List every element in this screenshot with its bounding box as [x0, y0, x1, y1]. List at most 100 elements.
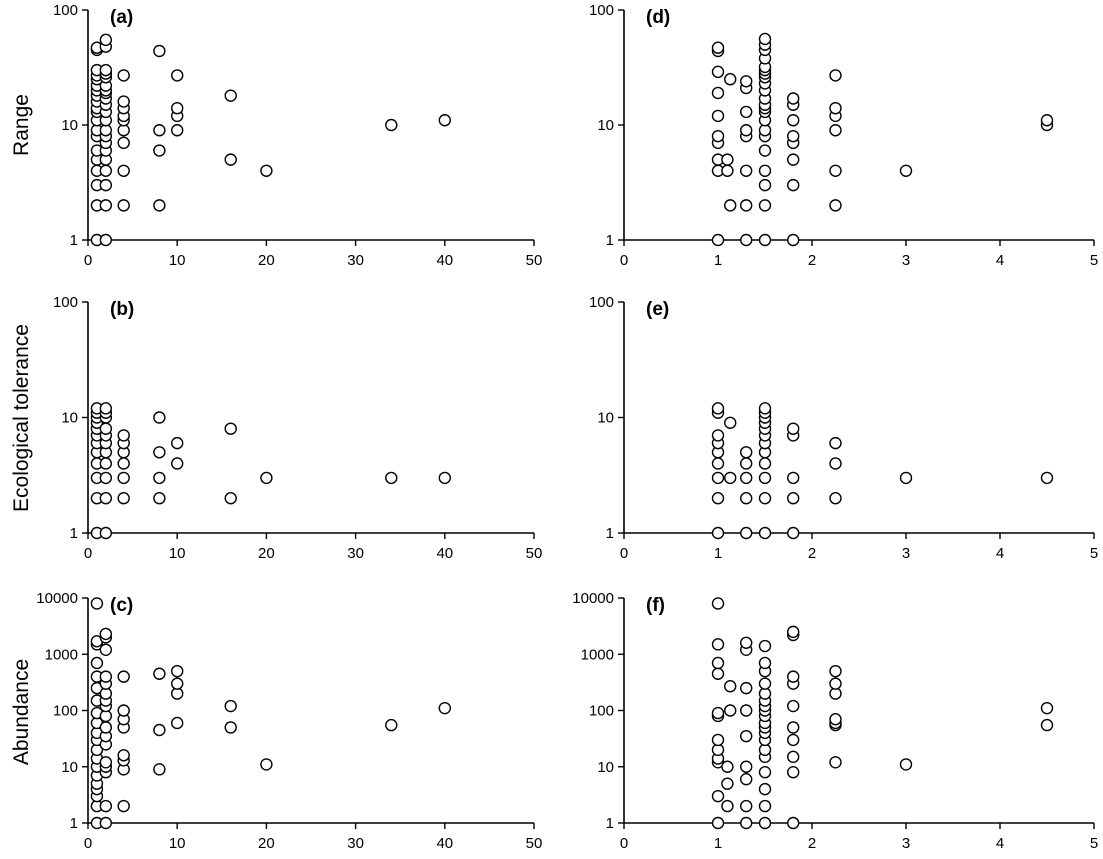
y-tick-label: 1 — [606, 525, 614, 542]
data-point — [117, 799, 130, 813]
data-point — [724, 199, 737, 212]
data-point — [829, 101, 842, 115]
x-tick-label: 20 — [258, 835, 275, 852]
x-tick-label: 40 — [436, 545, 453, 562]
data-point — [711, 638, 725, 651]
data-point — [829, 457, 842, 470]
data-point — [117, 95, 130, 108]
y-tick-label: 100 — [53, 2, 78, 19]
panel-label-f: (f) — [646, 595, 665, 616]
data-point — [99, 756, 113, 769]
data-point — [99, 721, 113, 734]
data-point — [117, 704, 130, 717]
data-point — [829, 664, 842, 678]
data-point — [787, 670, 800, 683]
data-point — [153, 723, 166, 737]
x-tick-label: 10 — [169, 835, 186, 852]
x-tick-label: 5 — [1090, 835, 1098, 852]
data-point — [787, 625, 800, 639]
data-point — [721, 153, 734, 166]
data-point — [170, 716, 184, 730]
data-point — [711, 789, 725, 803]
data-point — [740, 773, 753, 786]
y-tick-label: 1000 — [45, 646, 78, 663]
data-point — [829, 756, 842, 769]
data-point — [787, 92, 800, 105]
data-point — [1040, 718, 1054, 732]
x-tick-label: 0 — [620, 835, 628, 852]
data-point — [787, 750, 800, 764]
data-point — [224, 422, 237, 435]
data-point — [153, 763, 166, 776]
y-axis-label: Range — [10, 94, 33, 156]
data-point — [99, 457, 113, 470]
data-point — [829, 124, 842, 137]
x-tick-label: 3 — [902, 835, 910, 852]
y-tick-label: 10 — [61, 759, 78, 776]
data-point — [711, 457, 725, 470]
data-point — [758, 677, 772, 690]
x-tick-label: 40 — [436, 835, 453, 852]
data-point — [170, 124, 184, 137]
data-point — [758, 656, 772, 670]
data-point — [711, 492, 725, 505]
data-point — [899, 164, 913, 177]
data-point — [711, 41, 725, 54]
data-point — [711, 429, 725, 442]
data-point — [787, 422, 800, 435]
data-point — [711, 733, 725, 747]
data-point — [787, 178, 800, 192]
data-point — [787, 721, 800, 734]
x-tick-label: 3 — [902, 545, 910, 562]
x-tick-label: 4 — [996, 252, 1004, 269]
data-point — [740, 799, 753, 813]
data-point — [787, 526, 800, 540]
x-tick-label: 4 — [996, 545, 1004, 562]
x-tick-label: 10 — [169, 252, 186, 269]
data-point — [117, 136, 130, 150]
data-point — [787, 471, 800, 485]
x-tick-label: 30 — [347, 545, 364, 562]
data-point — [153, 44, 166, 58]
data-point — [758, 799, 772, 813]
data-point — [711, 706, 725, 720]
data-point — [740, 526, 753, 540]
y-tick-label: 100 — [589, 703, 614, 720]
data-point — [899, 471, 913, 485]
x-tick-label: 10 — [169, 545, 186, 562]
data-point — [99, 402, 113, 415]
data-point — [829, 492, 842, 505]
data-point — [117, 492, 130, 505]
data-point — [740, 457, 753, 470]
data-point — [711, 597, 725, 610]
data-point — [758, 402, 772, 415]
data-point — [117, 457, 130, 470]
data-point — [721, 760, 734, 773]
y-tick-label: 100 — [53, 703, 78, 720]
panel-label-c: (c) — [110, 595, 133, 616]
y-tick-label: 1 — [606, 815, 614, 832]
data-point — [170, 69, 184, 82]
data-point — [740, 760, 753, 773]
data-point — [721, 164, 734, 177]
y-tick-label: 10 — [61, 117, 78, 134]
x-tick-label: 1 — [714, 835, 722, 852]
data-point — [1040, 701, 1054, 715]
data-point — [224, 699, 237, 713]
data-point — [721, 799, 734, 813]
data-point — [787, 114, 800, 127]
data-point — [99, 816, 113, 830]
panel-label-d: (d) — [646, 7, 670, 28]
data-point — [724, 704, 737, 717]
x-tick-label: 30 — [347, 252, 364, 269]
data-point — [711, 816, 725, 830]
data-point — [787, 699, 800, 713]
data-point — [438, 701, 451, 715]
data-point — [740, 471, 753, 485]
data-point — [1040, 114, 1054, 127]
data-point — [724, 680, 737, 693]
data-point — [724, 73, 737, 86]
data-point — [99, 178, 113, 192]
